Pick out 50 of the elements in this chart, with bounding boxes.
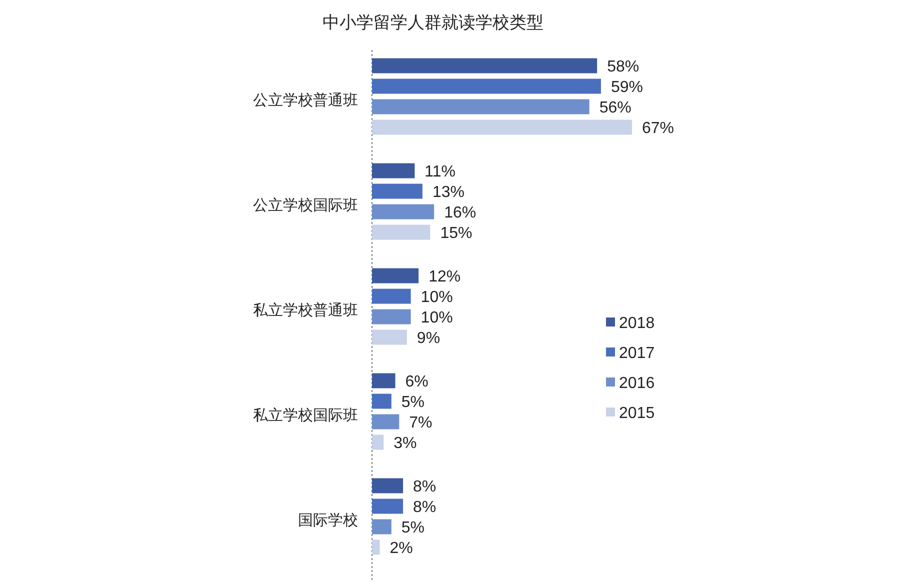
- data-label: 56%: [599, 100, 632, 117]
- legend-label: 2016: [619, 374, 655, 392]
- data-label: 10%: [420, 289, 453, 306]
- data-label: 9%: [416, 330, 440, 348]
- chart-title: 中小学留学人群就读学校类型: [322, 13, 544, 32]
- bar: [372, 224, 430, 240]
- y-tick-label: 公立学校国际班: [253, 196, 358, 214]
- data-label: 11%: [424, 164, 456, 181]
- bar: [372, 268, 419, 284]
- legend-label: 2015: [619, 404, 655, 422]
- bar: [372, 434, 384, 450]
- bar: [372, 373, 396, 388]
- bar: [372, 120, 632, 135]
- data-label: 59%: [610, 79, 643, 96]
- bar: [372, 330, 407, 345]
- bar: [372, 498, 404, 514]
- bar: [372, 540, 380, 555]
- bar: [372, 184, 422, 199]
- data-label: 2%: [390, 540, 413, 558]
- data-label: 8%: [413, 478, 436, 496]
- y-tick-label: 国际学校: [298, 512, 358, 529]
- y-tick-label: 公立学校普通班: [253, 92, 358, 109]
- bar: [372, 204, 434, 220]
- legend-label: 2017: [619, 344, 655, 362]
- legend-label: 2018: [619, 314, 655, 332]
- data-label: 8%: [413, 499, 436, 516]
- bar: [372, 99, 590, 114]
- bar: [372, 288, 411, 304]
- y-tick-label: 私立学校普通班: [253, 302, 358, 319]
- bar: [372, 519, 392, 534]
- bar: [372, 414, 400, 430]
- bar: [372, 394, 392, 409]
- bar: [372, 309, 411, 324]
- data-label: 5%: [401, 394, 425, 412]
- bar: [372, 163, 415, 178]
- data-label: 12%: [428, 268, 461, 286]
- data-label: 6%: [405, 374, 428, 391]
- bar: [372, 58, 598, 74]
- data-label: 58%: [607, 58, 640, 76]
- data-label: 16%: [444, 204, 476, 222]
- bar: [372, 78, 601, 94]
- y-tick-label: 私立学校国际班: [253, 406, 358, 424]
- data-label: 7%: [409, 414, 432, 432]
- data-label: 5%: [401, 520, 425, 537]
- data-label: 3%: [394, 435, 417, 452]
- data-label: 67%: [642, 120, 674, 138]
- data-label: 10%: [420, 310, 453, 327]
- data-label: 13%: [432, 184, 464, 202]
- data-label: 15%: [440, 225, 472, 242]
- bar: [372, 478, 404, 494]
